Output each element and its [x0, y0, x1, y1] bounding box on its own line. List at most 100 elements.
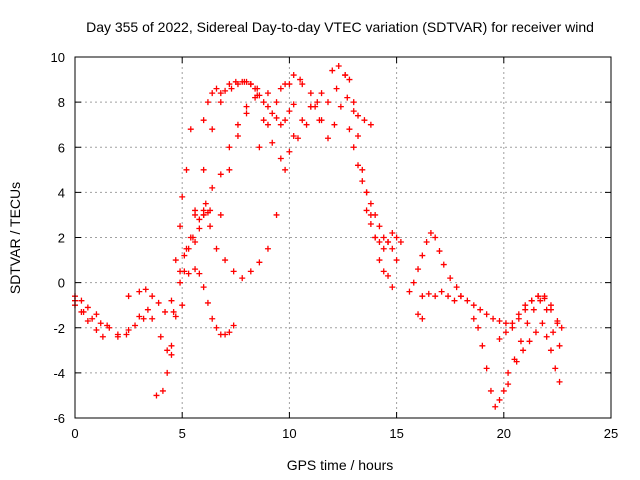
data-point	[470, 315, 477, 322]
data-point	[282, 166, 289, 173]
data-point	[367, 121, 374, 128]
data-point	[164, 347, 171, 354]
axis-ticks: 0 5 10 15 20 25 -6 -4 -2 0 2 4 6 8 10	[51, 50, 619, 441]
data-point	[297, 76, 304, 83]
data-point	[149, 315, 156, 322]
data-point	[361, 117, 368, 124]
data-point	[142, 286, 149, 293]
data-point	[385, 239, 392, 246]
data-point	[483, 311, 490, 318]
data-point	[290, 132, 297, 139]
data-point	[475, 324, 482, 331]
data-point	[344, 94, 351, 101]
data-point	[355, 162, 362, 169]
data-point	[136, 288, 143, 295]
data-point	[97, 320, 104, 327]
data-point	[464, 297, 471, 304]
series-track-18	[419, 288, 509, 327]
series-track-5	[153, 207, 214, 399]
data-point	[425, 290, 432, 297]
data-point	[389, 284, 396, 291]
data-point	[78, 297, 85, 304]
data-point	[294, 135, 301, 142]
y-axis-label: SDTVAR / TECUs	[7, 182, 23, 294]
series-track-19	[415, 311, 426, 322]
data-point	[269, 139, 276, 146]
data-point	[181, 268, 188, 275]
series-track-3	[72, 297, 106, 340]
data-point	[515, 315, 522, 322]
data-point	[380, 234, 387, 241]
data-point	[350, 144, 357, 151]
data-point	[277, 155, 284, 162]
y-tick-label: 8	[58, 95, 65, 110]
data-point	[380, 245, 387, 252]
series-track-10	[200, 78, 297, 128]
data-point	[342, 72, 349, 79]
data-point	[500, 387, 507, 394]
data-point	[277, 85, 284, 92]
data-point	[346, 126, 353, 133]
data-point	[185, 245, 192, 252]
data-point	[226, 144, 233, 151]
x-axis-label: GPS time / hours	[287, 457, 394, 473]
data-point	[185, 270, 192, 277]
data-point	[243, 110, 250, 117]
data-point	[209, 184, 216, 191]
data-point	[149, 293, 156, 300]
data-point	[436, 248, 443, 255]
data-point	[164, 369, 171, 376]
x-tick-label: 10	[282, 426, 296, 441]
data-point	[125, 293, 132, 300]
data-point	[200, 211, 207, 218]
data-point	[329, 67, 336, 74]
data-point	[314, 99, 321, 106]
data-point	[222, 257, 229, 264]
data-point	[558, 324, 565, 331]
data-point	[260, 117, 267, 124]
data-point	[290, 72, 297, 79]
data-point	[222, 87, 229, 94]
data-point	[230, 268, 237, 275]
data-point	[84, 317, 91, 324]
data-point	[168, 342, 175, 349]
data-point	[286, 108, 293, 115]
series-track-22	[505, 297, 563, 376]
data-point	[217, 211, 224, 218]
data-point	[346, 76, 353, 83]
data-point	[419, 315, 426, 322]
data-point	[200, 117, 207, 124]
data-point	[419, 252, 426, 259]
data-point	[282, 117, 289, 124]
data-point	[496, 396, 503, 403]
data-point	[502, 329, 509, 336]
data-point	[200, 284, 207, 291]
data-point	[453, 284, 460, 291]
data-point	[543, 333, 550, 340]
data-point	[247, 268, 254, 275]
data-point	[350, 99, 357, 106]
data-point	[162, 308, 169, 315]
data-point	[324, 99, 331, 106]
data-point	[187, 234, 194, 241]
data-point	[200, 166, 207, 173]
data-point	[541, 295, 548, 302]
data-point	[89, 315, 96, 322]
data-point	[451, 297, 458, 304]
data-point	[552, 365, 559, 372]
data-point	[207, 207, 214, 214]
data-point	[177, 279, 184, 286]
data-point	[547, 306, 554, 313]
data-point	[526, 338, 533, 345]
data-point	[502, 320, 509, 327]
data-point	[264, 121, 271, 128]
y-tick-label: -6	[53, 411, 65, 426]
y-tick-label: 10	[51, 50, 65, 65]
data-point	[286, 148, 293, 155]
data-point	[99, 333, 106, 340]
data-point	[447, 275, 454, 282]
series-track-21	[496, 293, 561, 343]
data-point	[556, 378, 563, 385]
data-point	[547, 347, 554, 354]
data-point	[363, 189, 370, 196]
